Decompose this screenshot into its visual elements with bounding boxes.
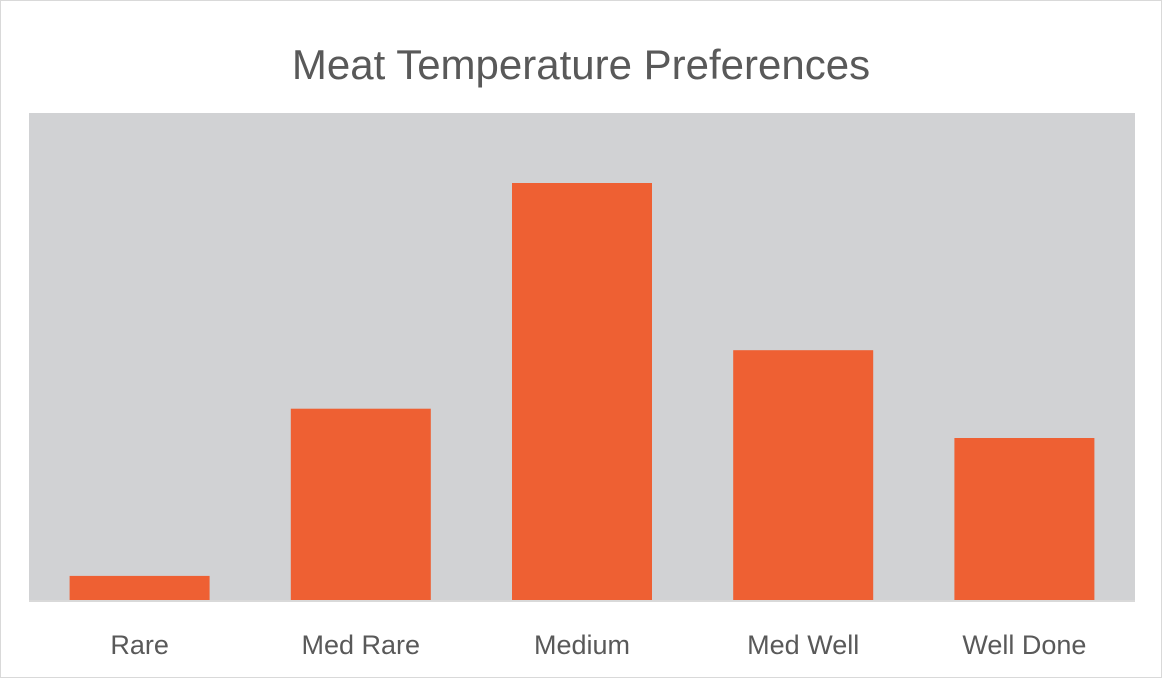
x-tick-label-medium: Medium	[534, 630, 630, 660]
x-tick-label-well-done: Well Done	[962, 630, 1086, 660]
x-tick-label-med-well: Med Well	[747, 630, 859, 660]
bar-rare	[69, 575, 210, 601]
bar-med-rare	[290, 408, 431, 601]
bar-medium	[512, 183, 652, 601]
bar-med-well	[733, 350, 874, 601]
chart-title: Meat Temperature Preferences	[291, 41, 871, 88]
x-tick-label-rare: Rare	[110, 630, 169, 660]
bar-well-done	[954, 438, 1095, 601]
bars-group	[69, 183, 1095, 601]
x-tick-label-med-rare: Med Rare	[302, 630, 421, 660]
category-labels-group: Rare Med Rare Medium Med Well Well Done	[110, 630, 1086, 660]
